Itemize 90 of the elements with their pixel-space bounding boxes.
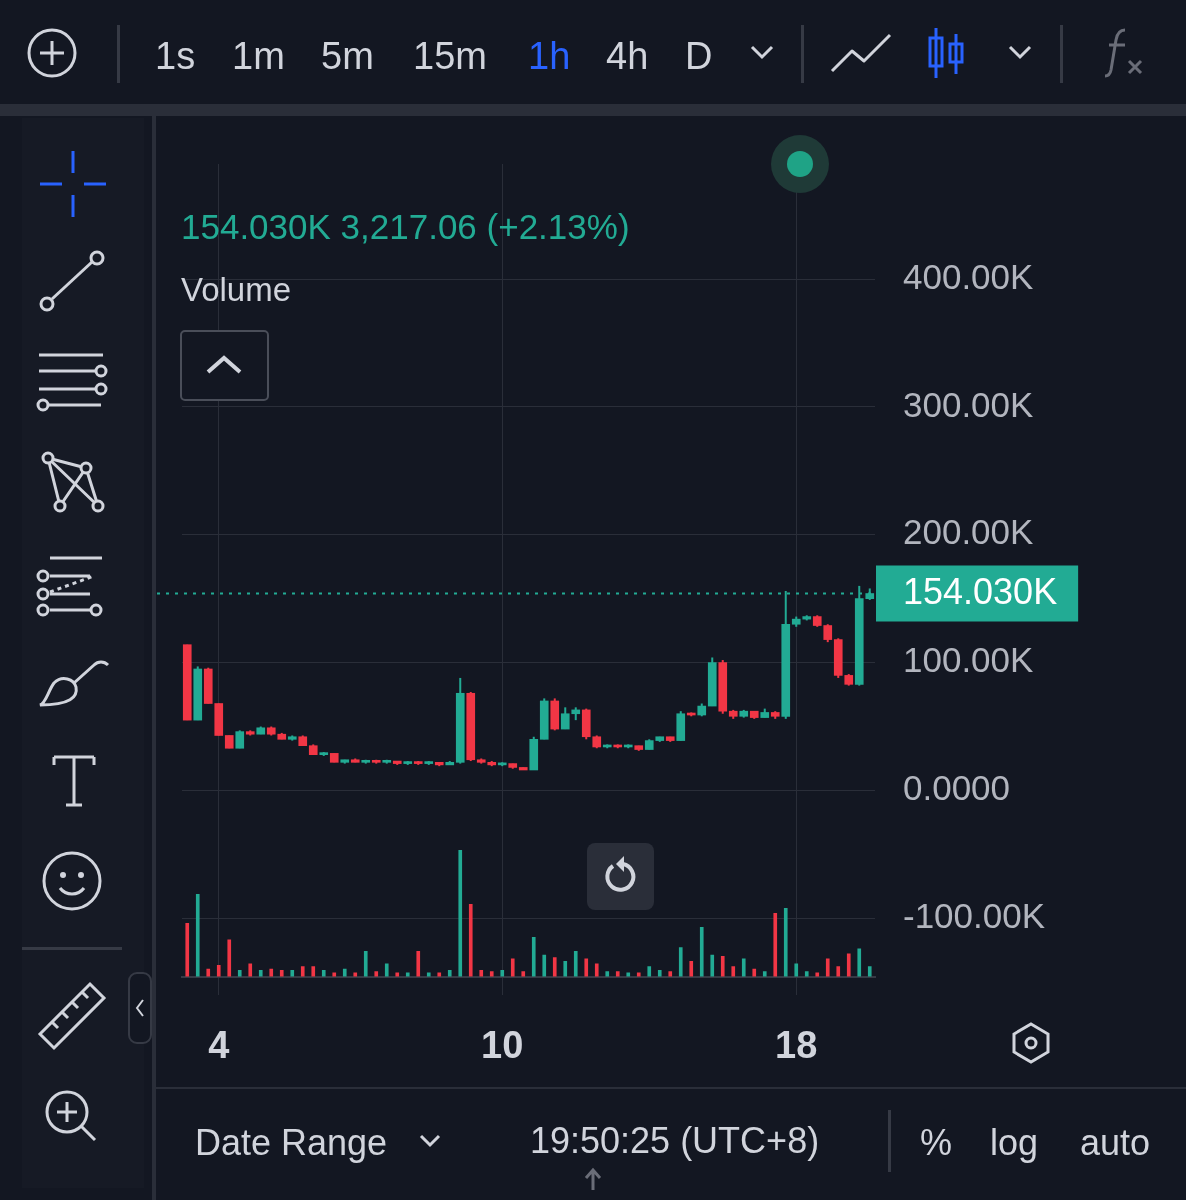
bar	[825, 958, 830, 977]
y-tick-label: 400.00K	[903, 256, 1034, 296]
bar	[573, 950, 578, 977]
bar	[521, 971, 526, 977]
text: 19:50:25 (UTC+8)	[530, 1120, 820, 1161]
bar	[594, 963, 599, 977]
text: 15m	[413, 35, 487, 77]
bar	[416, 950, 421, 977]
bar	[731, 966, 736, 977]
bar	[290, 969, 295, 977]
text: 1m	[232, 35, 285, 77]
bar	[300, 966, 305, 977]
bar	[636, 972, 641, 977]
bar	[563, 961, 568, 977]
bar	[678, 947, 683, 977]
bar	[426, 972, 431, 977]
text: 1h	[528, 35, 571, 77]
bar	[384, 963, 389, 977]
text: D	[685, 35, 713, 77]
bar	[321, 969, 326, 977]
text: 1s	[155, 35, 196, 77]
bar	[605, 971, 610, 977]
bar	[773, 912, 778, 977]
bar	[615, 971, 620, 977]
bar	[689, 961, 694, 977]
bar	[752, 968, 757, 977]
bar	[657, 969, 662, 977]
bar	[353, 972, 358, 977]
bar	[311, 966, 316, 977]
bar	[395, 972, 400, 977]
bar	[783, 907, 788, 977]
bar	[227, 939, 232, 977]
bar	[867, 966, 872, 977]
bar	[374, 971, 379, 977]
bar	[720, 956, 725, 977]
y-tick-label: 200.00K	[903, 512, 1034, 552]
bar	[479, 969, 484, 977]
bar	[269, 968, 274, 977]
bar	[710, 954, 715, 977]
y-tick-label: -100.00K	[903, 895, 1046, 935]
annotation: Volume	[181, 271, 292, 308]
bar	[458, 850, 463, 977]
bar	[258, 969, 263, 977]
text: auto	[1080, 1122, 1151, 1163]
bar	[846, 953, 851, 977]
y-tick-label: 100.00K	[903, 640, 1034, 680]
bar	[342, 968, 347, 977]
bar	[794, 963, 799, 977]
y-tick-label: 300.00K	[903, 384, 1034, 424]
bar	[531, 937, 536, 977]
bar	[437, 972, 442, 977]
text: 5m	[321, 35, 374, 77]
bar	[762, 971, 767, 977]
bar	[195, 893, 200, 977]
ref-line-label: 154.030K	[903, 571, 1058, 613]
bar	[185, 923, 190, 977]
annotation: 154.030K 3,217.06 (+2.13%)	[181, 207, 630, 246]
x-tick-label: 4	[208, 1024, 230, 1067]
x-tick-label: 10	[481, 1024, 524, 1067]
bar	[237, 969, 242, 977]
bar	[206, 968, 211, 977]
bar	[405, 972, 410, 977]
bar	[248, 963, 253, 977]
x-tick-label: 18	[775, 1024, 818, 1067]
bar	[668, 971, 673, 977]
bar	[836, 966, 841, 977]
text: Date Range	[195, 1122, 388, 1163]
bar	[699, 926, 704, 977]
bar	[363, 950, 368, 977]
bar	[279, 969, 284, 977]
bar	[447, 969, 452, 977]
bar	[542, 954, 547, 977]
bar	[500, 969, 505, 977]
y-tick-label: 0.0000	[903, 768, 1011, 808]
bar	[468, 904, 473, 977]
bar	[804, 971, 809, 977]
bar	[510, 958, 515, 977]
text: %	[920, 1122, 953, 1163]
text: 4h	[606, 35, 649, 77]
bar	[216, 964, 221, 977]
text: log	[990, 1122, 1039, 1163]
bar	[741, 958, 746, 977]
bar	[552, 957, 557, 977]
bar	[857, 948, 862, 977]
bar	[815, 972, 820, 977]
bar	[489, 971, 494, 977]
bar	[332, 972, 337, 977]
bar	[584, 958, 589, 977]
bar	[647, 966, 652, 977]
bar	[626, 972, 631, 977]
